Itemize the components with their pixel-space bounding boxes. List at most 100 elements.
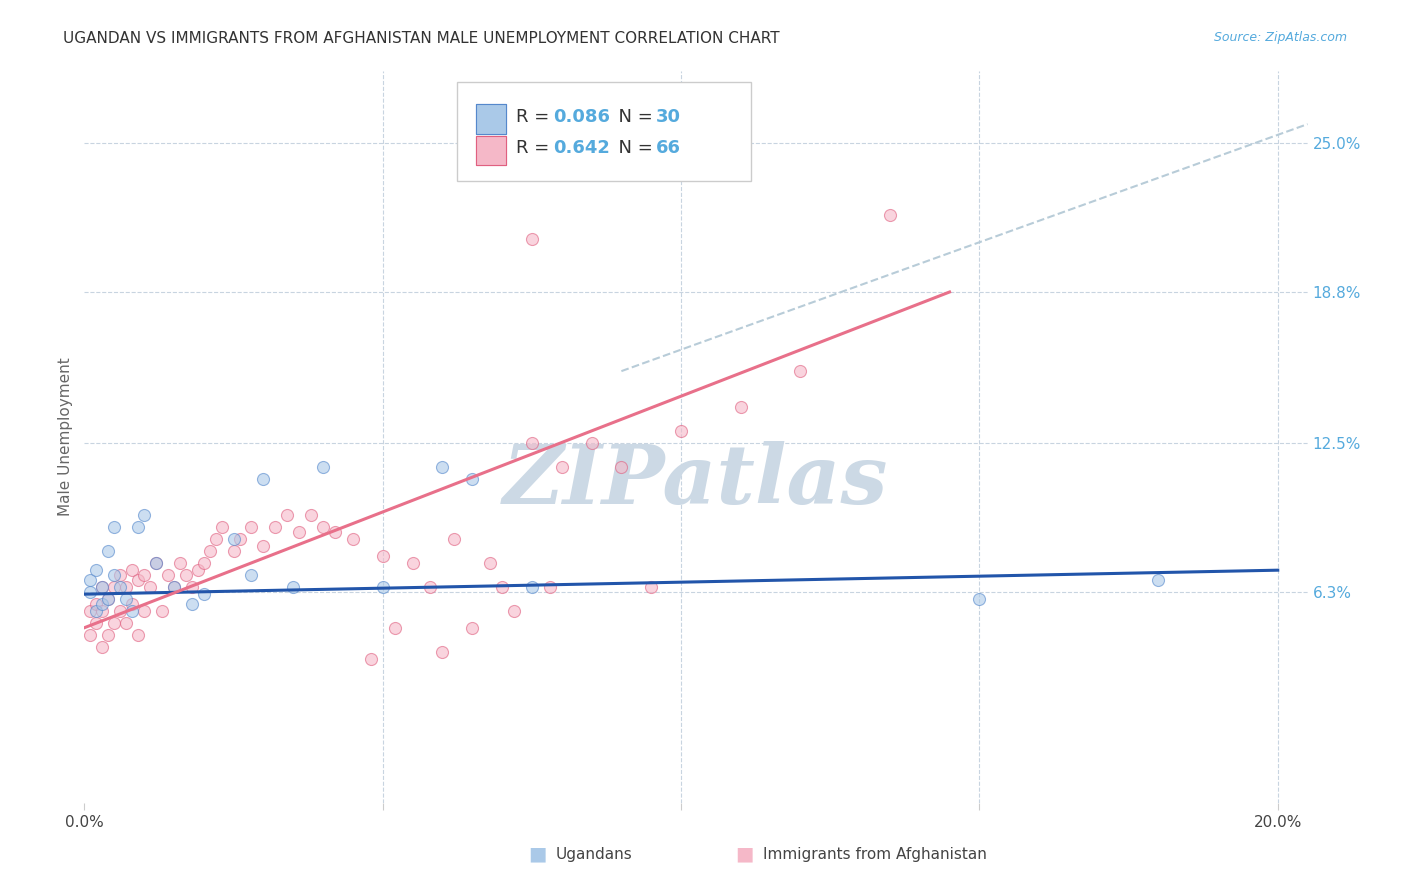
Point: [461, 472, 484, 486]
FancyBboxPatch shape: [475, 104, 506, 134]
Point: [371, 580, 394, 594]
Point: [174, 568, 197, 582]
Point: [299, 508, 322, 522]
Point: [211, 520, 233, 534]
Point: [491, 580, 513, 594]
Point: [121, 597, 143, 611]
Point: [419, 580, 441, 594]
Point: [264, 520, 287, 534]
Point: [520, 436, 543, 450]
Point: [132, 508, 155, 522]
Point: [180, 597, 202, 611]
Point: [789, 364, 811, 378]
Point: [180, 580, 202, 594]
Point: [103, 615, 125, 630]
Point: [79, 584, 101, 599]
Point: [187, 563, 209, 577]
Point: [193, 556, 215, 570]
Text: Source: ZipAtlas.com: Source: ZipAtlas.com: [1213, 31, 1347, 45]
Point: [198, 544, 221, 558]
Point: [240, 520, 263, 534]
Point: [551, 460, 574, 475]
Point: [91, 640, 114, 654]
Point: [240, 568, 263, 582]
Point: [503, 604, 526, 618]
Text: ZIPatlas: ZIPatlas: [503, 441, 889, 521]
Point: [132, 604, 155, 618]
Point: [312, 520, 335, 534]
Point: [121, 563, 143, 577]
Point: [84, 597, 107, 611]
Point: [520, 232, 543, 246]
Point: [222, 544, 245, 558]
Point: [323, 524, 346, 539]
Point: [145, 556, 167, 570]
Point: [640, 580, 662, 594]
Point: [91, 604, 114, 618]
Point: [204, 532, 226, 546]
Point: [401, 556, 423, 570]
Point: [103, 520, 125, 534]
Point: [103, 568, 125, 582]
Point: [150, 604, 173, 618]
Point: [443, 532, 465, 546]
Point: [91, 580, 114, 594]
Point: [79, 628, 101, 642]
Text: ■: ■: [527, 845, 546, 863]
Point: [252, 539, 274, 553]
Text: Ugandans: Ugandans: [555, 847, 633, 862]
Point: [91, 580, 114, 594]
Point: [139, 580, 162, 594]
Point: [84, 563, 107, 577]
Point: [132, 568, 155, 582]
Point: [79, 604, 101, 618]
Point: [145, 556, 167, 570]
Point: [360, 652, 382, 666]
Point: [115, 591, 138, 606]
Point: [108, 580, 131, 594]
Point: [121, 604, 143, 618]
Point: [79, 573, 101, 587]
Point: [879, 208, 901, 222]
Point: [730, 400, 752, 414]
Point: [432, 645, 454, 659]
Point: [115, 580, 138, 594]
Text: N =: N =: [606, 108, 658, 126]
Text: 0.086: 0.086: [553, 108, 610, 126]
Text: 66: 66: [655, 139, 681, 157]
Point: [103, 580, 125, 594]
Point: [222, 532, 245, 546]
Text: UGANDAN VS IMMIGRANTS FROM AFGHANISTAN MALE UNEMPLOYMENT CORRELATION CHART: UGANDAN VS IMMIGRANTS FROM AFGHANISTAN M…: [63, 31, 780, 46]
Point: [84, 615, 107, 630]
Point: [108, 568, 131, 582]
Point: [91, 597, 114, 611]
FancyBboxPatch shape: [475, 136, 506, 165]
Point: [115, 615, 138, 630]
Point: [108, 604, 131, 618]
Point: [669, 424, 692, 438]
Point: [193, 587, 215, 601]
Point: [228, 532, 250, 546]
Point: [610, 460, 633, 475]
Point: [84, 604, 107, 618]
Y-axis label: Male Unemployment: Male Unemployment: [58, 358, 73, 516]
Point: [97, 628, 120, 642]
Point: [127, 573, 149, 587]
Text: Immigrants from Afghanistan: Immigrants from Afghanistan: [763, 847, 987, 862]
Text: R =: R =: [516, 139, 555, 157]
Point: [461, 621, 484, 635]
Point: [432, 460, 454, 475]
Point: [169, 556, 191, 570]
Point: [969, 591, 991, 606]
Point: [342, 532, 364, 546]
FancyBboxPatch shape: [457, 82, 751, 181]
Text: ■: ■: [735, 845, 754, 863]
Point: [163, 580, 186, 594]
Point: [479, 556, 502, 570]
Point: [520, 580, 543, 594]
Point: [97, 591, 120, 606]
Text: 30: 30: [655, 108, 681, 126]
Point: [371, 549, 394, 563]
Point: [252, 472, 274, 486]
Point: [97, 591, 120, 606]
